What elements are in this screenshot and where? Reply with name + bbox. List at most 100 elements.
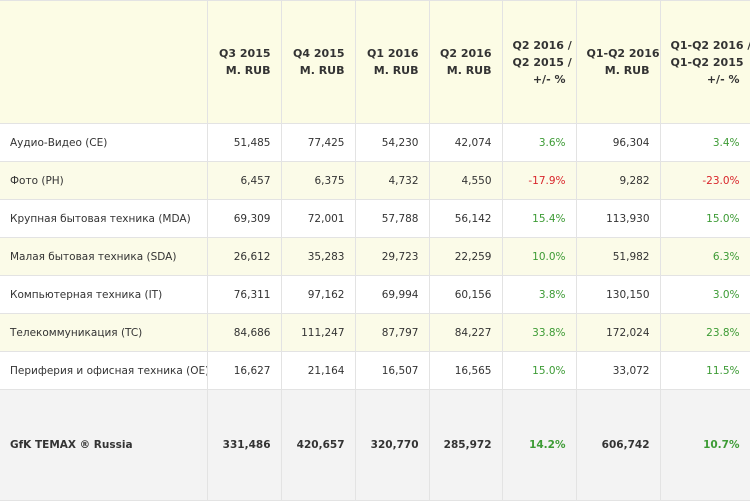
cell: 77,425 — [280, 123, 356, 162]
cell: 10.7% — [659, 389, 750, 501]
row-label: Аудио-Видео (CE) — [0, 123, 208, 162]
cell: 72,001 — [280, 199, 356, 238]
cell: 69,309 — [206, 199, 282, 238]
data-row: Крупная бытовая техника (MDA) 69,309 72,00… — [0, 199, 750, 238]
cell: 15.0% — [659, 199, 750, 238]
cell: 6,457 — [206, 161, 282, 200]
header-line: Q2 2016 — [440, 47, 492, 60]
cell: 35,283 — [280, 237, 356, 276]
data-row: Аудио-Видео (CE) 51,485 77,425 54,230 42,074… — [0, 123, 750, 162]
cell: 56,142 — [428, 199, 503, 238]
cell: 69,994 — [354, 275, 430, 314]
header-line: Q1 2016 — [367, 47, 419, 60]
cell: 51,982 — [575, 237, 661, 276]
cell: 130,150 — [575, 275, 661, 314]
data-row: Малая бытовая техника (SDA) 26,612 35,283 2… — [0, 237, 750, 276]
cell: 320,770 — [354, 389, 430, 501]
cell: 3.4% — [659, 123, 750, 162]
cell: 606,742 — [575, 389, 661, 501]
row-label: Телекоммуникация (TC) — [0, 313, 208, 352]
cell: -17.9% — [501, 161, 577, 200]
cell: 22,259 — [428, 237, 503, 276]
header-line: M. RUB — [446, 64, 492, 77]
column-header: Q2 2016 / Q2 2015 / +/- % — [501, 0, 577, 124]
cell: 87,797 — [354, 313, 430, 352]
header-line: +/- % — [706, 72, 740, 86]
header-line: Q1-Q2 2016 / — [670, 38, 750, 52]
row-label: Компьютерная техника (IT) — [0, 275, 208, 314]
cell: 33,072 — [575, 351, 661, 390]
cell: 29,723 — [354, 237, 430, 276]
cell: 23.8% — [659, 313, 750, 352]
row-label: Малая бытовая техника (SDA) — [0, 237, 208, 276]
cell: 15.4% — [501, 199, 577, 238]
cell: 16,507 — [354, 351, 430, 390]
row-label: Фото (PH) — [0, 161, 208, 200]
cell: 84,686 — [206, 313, 282, 352]
cell: 6.3% — [659, 237, 750, 276]
row-label: Крупная бытовая техника (MDA) — [0, 199, 208, 238]
column-header: Q2 2016 M. RUB — [428, 0, 503, 124]
cell: 51,485 — [206, 123, 282, 162]
cell: 10.0% — [501, 237, 577, 276]
column-header: Q4 2015 M. RUB — [280, 0, 356, 124]
header-row: Q3 2015 M. RUB Q4 2015 M. RUB Q1 2016 M. RUB Q… — [0, 0, 750, 124]
cell: 14.2% — [501, 389, 577, 501]
cell: 97,162 — [280, 275, 356, 314]
data-row: Фото (PH) 6,457 6,375 4,732 4,550 -17.9% 9,282… — [0, 161, 750, 200]
cell: 6,375 — [280, 161, 356, 200]
cell: 33.8% — [501, 313, 577, 352]
cell: 54,230 — [354, 123, 430, 162]
cell: 331,486 — [206, 389, 282, 501]
header-line: M. RUB — [604, 64, 650, 77]
header-line: M. RUB — [299, 64, 345, 77]
cell: 3.8% — [501, 275, 577, 314]
column-header — [0, 0, 208, 124]
cell: 15.0% — [501, 351, 577, 390]
cell: 285,972 — [428, 389, 503, 501]
header-line: M. RUB — [225, 64, 271, 77]
cell: 21,164 — [280, 351, 356, 390]
header-line: Q2 2015 / — [512, 55, 572, 69]
cell: 60,156 — [428, 275, 503, 314]
cell: 26,612 — [206, 237, 282, 276]
row-label: Периферия и офисная техника (OE) — [0, 351, 208, 390]
table-header: Q3 2015 M. RUB Q4 2015 M. RUB Q1 2016 M. RUB Q… — [0, 0, 750, 124]
column-header: Q3 2015 M. RUB — [206, 0, 282, 124]
cell: 111,247 — [280, 313, 356, 352]
cell: 172,024 — [575, 313, 661, 352]
cell: 4,550 — [428, 161, 503, 200]
header-line: M. RUB — [373, 64, 419, 77]
cell: 9,282 — [575, 161, 661, 200]
header-line: Q2 2016 / — [512, 38, 572, 52]
cell: -23.0% — [659, 161, 750, 200]
row-label: GfK TEMAX ® Russia — [0, 389, 208, 501]
table-body: Аудио-Видео (CE) 51,485 77,425 54,230 42,074… — [0, 123, 750, 501]
header-line: Q1-Q2 2015 — [670, 55, 744, 69]
data-row: Периферия и офисная техника (OE) 16,627 21… — [0, 351, 750, 390]
column-header: Q1-Q2 2016 M. RUB — [575, 0, 661, 124]
cell: 57,788 — [354, 199, 430, 238]
cell: 96,304 — [575, 123, 661, 162]
column-header: Q1-Q2 2016 / Q1-Q2 2015 +/- % — [659, 0, 750, 124]
cell: 3.6% — [501, 123, 577, 162]
header-line: Q3 2015 — [219, 47, 271, 60]
header-line: Q1-Q2 2016 — [586, 47, 660, 60]
cell: 16,565 — [428, 351, 503, 390]
cell: 4,732 — [354, 161, 430, 200]
cell: 84,227 — [428, 313, 503, 352]
cell: 11.5% — [659, 351, 750, 390]
cell: 3.0% — [659, 275, 750, 314]
cell: 113,930 — [575, 199, 661, 238]
column-header: Q1 2016 M. RUB — [354, 0, 430, 124]
data-row: Телекоммуникация (TC) 84,686 111,247 87,797… — [0, 313, 750, 352]
data-row: Компьютерная техника (IT) 76,311 97,162 69,… — [0, 275, 750, 314]
header-line: +/- % — [532, 72, 566, 86]
header-line: Q4 2015 — [293, 47, 345, 60]
cell: 16,627 — [206, 351, 282, 390]
cell: 76,311 — [206, 275, 282, 314]
cell: 420,657 — [280, 389, 356, 501]
total-row: GfK TEMAX ® Russia 331,486 420,657 320,770 2… — [0, 389, 750, 501]
